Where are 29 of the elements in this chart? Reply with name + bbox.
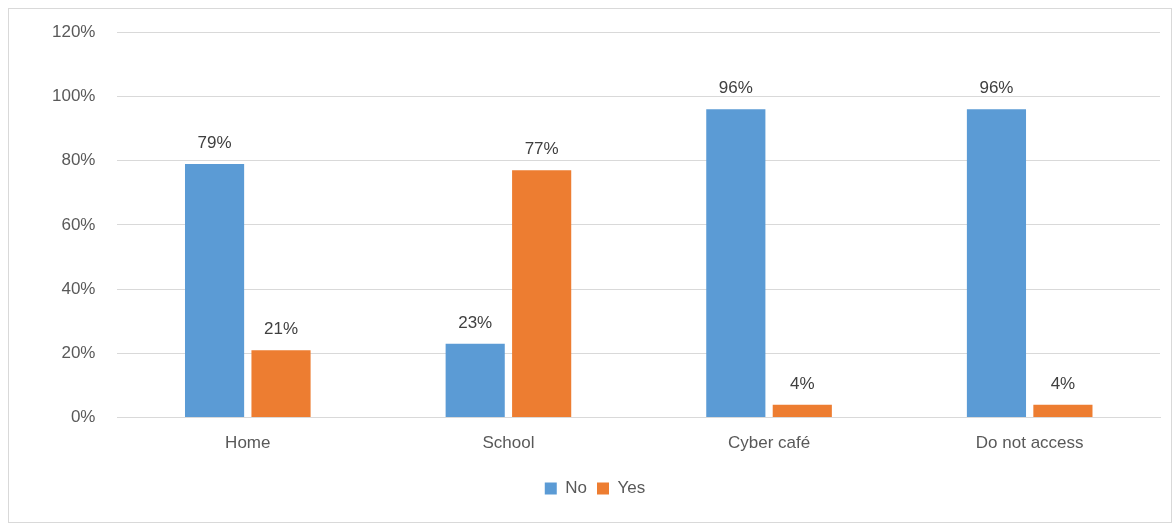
- x-tick-label: School: [482, 433, 535, 453]
- legend-label: Yes: [617, 478, 646, 498]
- bar: [966, 109, 1027, 418]
- bar: [1033, 404, 1093, 418]
- x-tick-label: Cyber café: [727, 433, 811, 453]
- x-tick-label: Home: [225, 433, 271, 453]
- data-label: 4%: [1050, 373, 1076, 393]
- data-label: 79%: [197, 133, 232, 153]
- legend-label: No: [565, 478, 587, 498]
- bar: [706, 109, 766, 418]
- bar: [772, 404, 832, 418]
- y-tick-label: 120%: [52, 21, 96, 41]
- data-label: 96%: [979, 78, 1014, 98]
- data-label: 77%: [524, 139, 559, 159]
- bar: [184, 163, 245, 418]
- y-tick-label: 80%: [61, 150, 96, 170]
- x-tick-label: Do not access: [975, 433, 1084, 453]
- y-tick-label: 60%: [61, 214, 96, 234]
- data-label: 4%: [790, 373, 815, 393]
- bar: [512, 170, 572, 418]
- y-tick-label: 100%: [52, 86, 96, 106]
- bar: [251, 350, 311, 418]
- y-tick-label: 20%: [61, 343, 96, 363]
- bar: [445, 343, 505, 418]
- data-label: 96%: [718, 78, 753, 98]
- data-label: 23%: [458, 312, 493, 332]
- y-tick-label: 40%: [61, 278, 96, 298]
- data-label: 21%: [264, 319, 299, 339]
- y-tick-label: 0%: [70, 407, 96, 427]
